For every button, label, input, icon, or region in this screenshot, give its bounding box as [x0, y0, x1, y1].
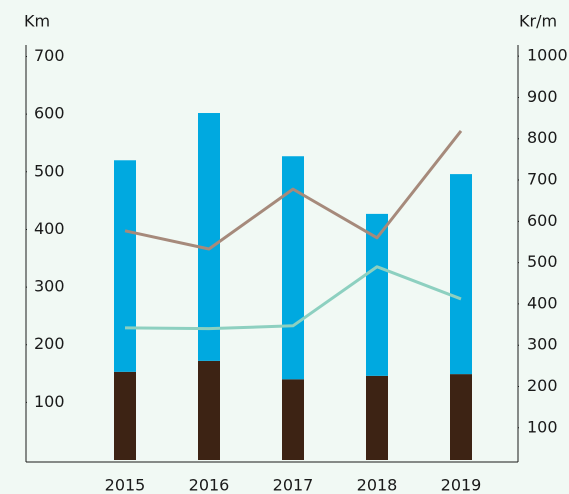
y2-tick-label: 100	[527, 417, 558, 436]
x-tick-label: 2016	[189, 476, 230, 494]
x-tick-label: 2015	[105, 476, 146, 494]
y-tick-label: 400	[34, 219, 65, 238]
y-axis-label: Km	[24, 12, 50, 31]
bar	[114, 160, 136, 372]
y2-tick-label: 300	[527, 335, 558, 354]
bar	[282, 379, 304, 460]
y2-axis-label: Kr/m	[519, 12, 557, 31]
y2-tick-label: 800	[527, 128, 558, 147]
y-tick-label: 500	[34, 161, 65, 180]
y-tick-label: 200	[34, 334, 65, 353]
y-tick-label: 600	[34, 104, 65, 123]
line	[124, 129, 463, 251]
y2-tick-label: 900	[527, 87, 558, 106]
bar	[198, 360, 220, 460]
y2-tick-label: 1000	[527, 46, 568, 65]
y-tick-label: 300	[34, 277, 65, 296]
y2-tick-label: 200	[527, 376, 558, 395]
bar	[114, 371, 136, 460]
bar	[198, 113, 220, 361]
line	[124, 265, 462, 331]
bar	[450, 174, 472, 375]
y2-tick-label: 500	[527, 252, 558, 271]
y2-tick-label: 600	[527, 211, 558, 230]
x-tick-label: 2018	[357, 476, 398, 494]
y2-tick-label: 700	[527, 170, 558, 189]
x-tick-label: 2017	[273, 476, 314, 494]
y-tick-label: 700	[34, 46, 65, 65]
y2-tick-label: 400	[527, 293, 558, 312]
bar	[450, 374, 472, 460]
y-tick-label: 100	[34, 392, 65, 411]
x-tick-label: 2019	[441, 476, 482, 494]
bar	[366, 213, 388, 376]
bar	[366, 375, 388, 460]
